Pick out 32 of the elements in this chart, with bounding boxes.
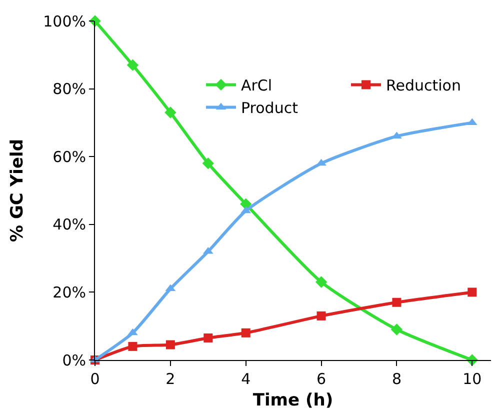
point	[390, 324, 403, 336]
point	[315, 276, 328, 288]
point	[241, 328, 250, 338]
x-axis-title: Time (h)	[252, 390, 334, 410]
x-tick-label: 0	[90, 370, 100, 388]
point	[164, 106, 176, 118]
point	[240, 198, 252, 210]
point	[202, 158, 214, 170]
y-tick-label: 100%	[43, 12, 86, 30]
point	[128, 328, 138, 336]
point	[392, 298, 402, 307]
x-tick-label: 8	[392, 370, 402, 388]
point	[166, 340, 175, 350]
legend-label: Reduction	[386, 76, 461, 95]
y-tick-label: 20%	[52, 283, 86, 302]
legend-label: ArCl	[241, 76, 272, 95]
y-tick-label: 40%	[52, 216, 86, 234]
y-axis-title: % GC Yield	[8, 139, 28, 242]
x-tick-label: 4	[241, 370, 251, 388]
x-tick-label: 10	[462, 370, 482, 388]
y-tick-label: 60%	[52, 148, 86, 166]
y-tick-label: 0%	[62, 351, 86, 370]
point	[128, 342, 138, 351]
x-tick-label: 6	[316, 370, 326, 388]
point	[468, 288, 477, 297]
x-tick-label: 2	[166, 370, 176, 388]
point	[316, 311, 326, 320]
point	[204, 333, 213, 342]
legend-label: Product	[241, 99, 298, 118]
point	[316, 158, 326, 166]
y-tick-label: 80%	[52, 80, 86, 98]
point	[126, 59, 139, 71]
